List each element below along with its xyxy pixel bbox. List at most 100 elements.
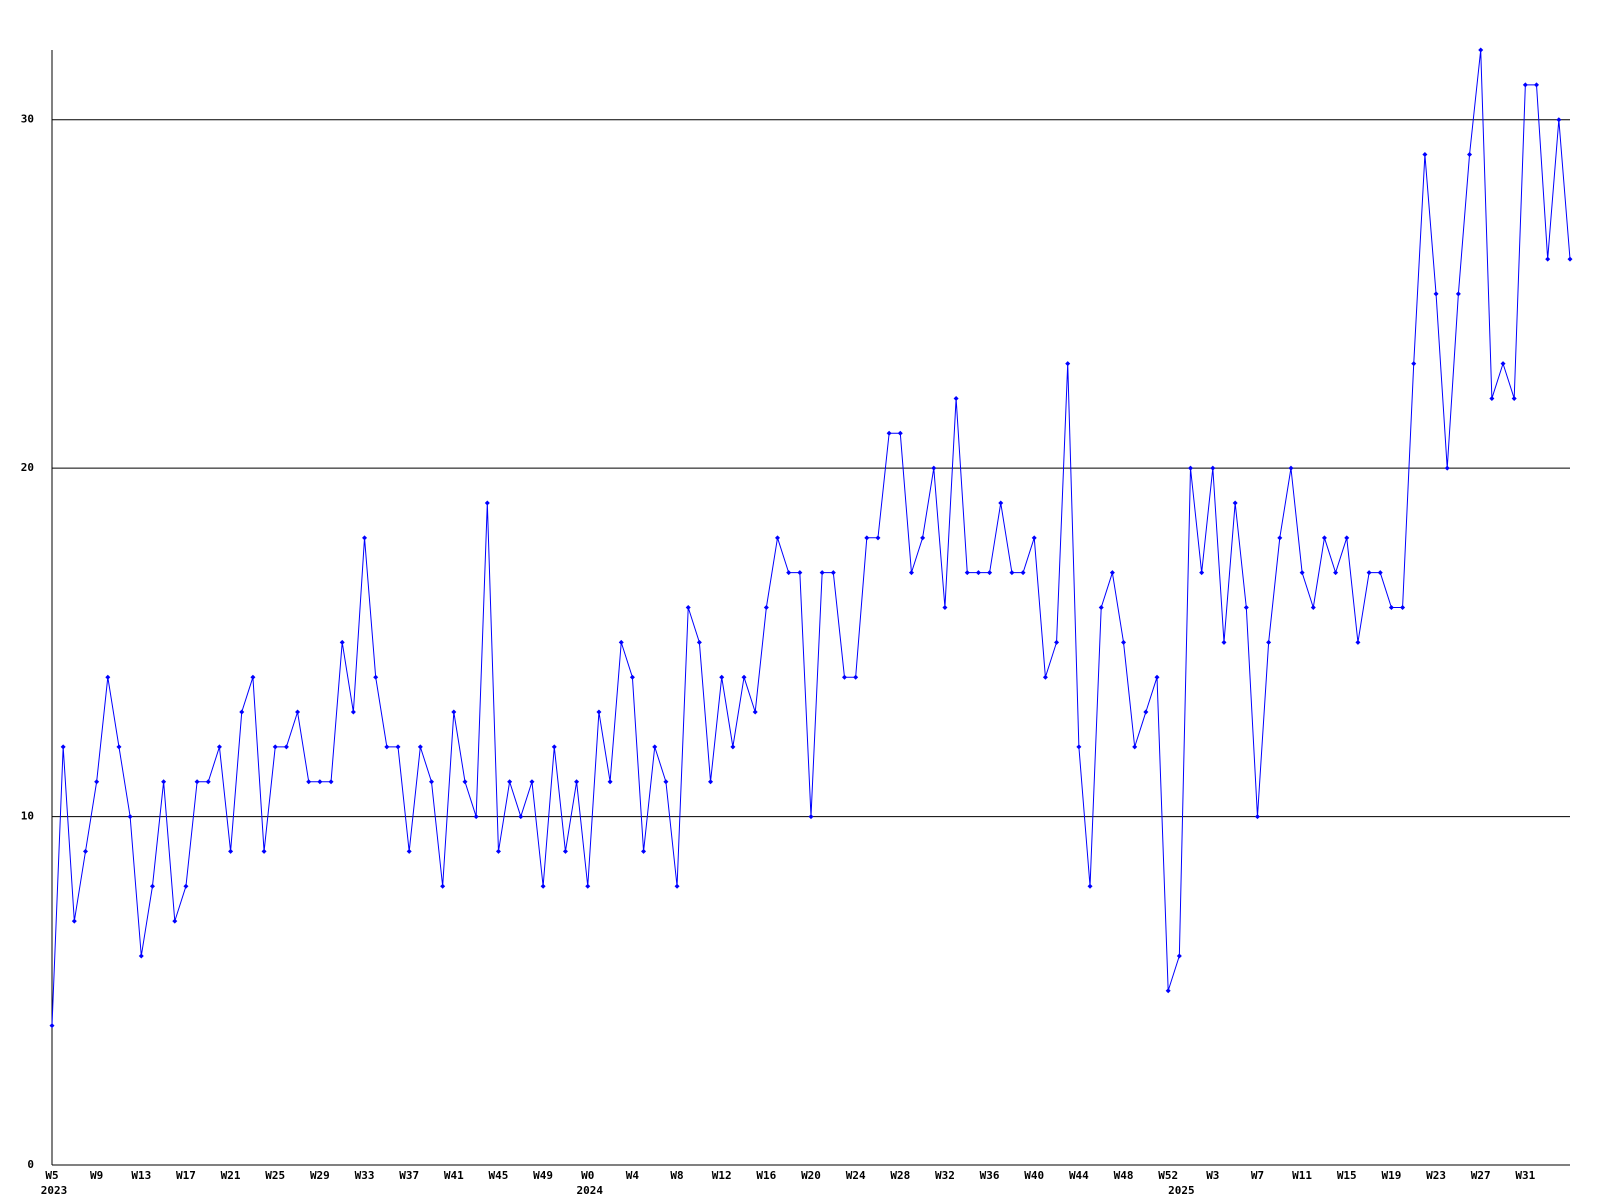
data-point xyxy=(484,500,490,506)
data-point xyxy=(1042,674,1048,680)
data-point xyxy=(194,779,200,785)
x-tick-label: W41 xyxy=(444,1169,464,1182)
x-tick-label: W8 xyxy=(670,1169,683,1182)
data-point xyxy=(172,918,178,924)
data-point xyxy=(216,744,222,750)
data-point xyxy=(317,779,323,785)
data-point xyxy=(94,779,100,785)
data-point xyxy=(495,848,501,854)
x-tick-label: W25 xyxy=(265,1169,285,1182)
data-point xyxy=(1455,291,1461,297)
data-point xyxy=(596,709,602,715)
data-point xyxy=(819,570,825,576)
x-tick-label: W15 xyxy=(1337,1169,1357,1182)
x-tick-label: W5 xyxy=(45,1169,58,1182)
data-point xyxy=(1310,605,1316,610)
data-point xyxy=(283,744,289,750)
data-point xyxy=(1478,47,1484,53)
x-tick-label: W3 xyxy=(1206,1169,1219,1182)
data-point xyxy=(786,570,792,576)
x-year-label: 2023 xyxy=(41,1184,68,1197)
data-point xyxy=(629,674,635,680)
data-point xyxy=(1121,639,1127,645)
data-point xyxy=(1109,570,1115,576)
data-point xyxy=(373,674,379,680)
data-point xyxy=(730,744,736,750)
data-point xyxy=(261,848,267,854)
data-point xyxy=(228,848,234,854)
data-line xyxy=(51,49,1571,1026)
data-point xyxy=(853,674,859,680)
y-tick-label: 20 xyxy=(21,461,34,474)
data-point xyxy=(82,848,88,854)
data-point xyxy=(1500,361,1506,367)
data-point xyxy=(473,814,479,820)
data-point xyxy=(1165,988,1171,994)
data-point xyxy=(1489,395,1495,401)
data-point xyxy=(417,744,423,750)
data-point xyxy=(1054,639,1060,645)
data-point xyxy=(708,779,714,785)
data-point xyxy=(1132,744,1138,750)
data-point xyxy=(830,570,836,576)
x-tick-label: W19 xyxy=(1381,1169,1401,1182)
data-point xyxy=(362,535,368,541)
data-point xyxy=(964,570,970,576)
data-point xyxy=(618,639,624,645)
data-point xyxy=(1567,256,1573,262)
y-tick-label: 30 xyxy=(21,113,34,126)
data-point xyxy=(1467,152,1473,158)
y-tick-label: 10 xyxy=(21,810,34,823)
x-tick-label: W27 xyxy=(1471,1169,1491,1182)
data-point xyxy=(529,779,535,785)
data-point xyxy=(1254,814,1260,820)
data-point xyxy=(763,605,769,610)
data-point xyxy=(696,639,702,645)
data-point xyxy=(451,709,457,715)
data-point xyxy=(339,639,345,645)
data-point xyxy=(841,674,847,680)
data-point xyxy=(975,570,981,576)
x-tick-label: W9 xyxy=(90,1169,103,1182)
data-point xyxy=(875,535,881,541)
data-point xyxy=(1556,117,1562,123)
data-point xyxy=(987,570,993,576)
data-point xyxy=(105,674,111,680)
data-point xyxy=(49,1023,55,1029)
x-tick-label: W48 xyxy=(1114,1169,1134,1182)
data-point xyxy=(808,814,814,820)
data-point xyxy=(1188,465,1193,471)
x-tick-label: W44 xyxy=(1069,1169,1089,1182)
data-point xyxy=(507,779,513,785)
data-point xyxy=(429,779,434,785)
data-point xyxy=(1076,744,1082,750)
data-point xyxy=(138,953,144,959)
data-point xyxy=(1210,465,1216,471)
data-point xyxy=(328,779,334,785)
x-year-label: 2025 xyxy=(1168,1184,1195,1197)
x-tick-label: W45 xyxy=(489,1169,509,1182)
x-tick-label: W29 xyxy=(310,1169,330,1182)
x-tick-label: W32 xyxy=(935,1169,955,1182)
data-point xyxy=(205,779,211,785)
data-point xyxy=(384,744,390,750)
data-point xyxy=(1221,639,1227,645)
data-point xyxy=(585,883,591,889)
data-point xyxy=(1288,465,1294,471)
data-point xyxy=(1433,291,1439,297)
data-point xyxy=(161,779,167,785)
x-tick-label: W37 xyxy=(399,1169,419,1182)
data-point xyxy=(562,848,568,854)
data-point xyxy=(674,883,680,889)
data-point xyxy=(395,744,401,750)
x-tick-label: W17 xyxy=(176,1169,196,1182)
data-point xyxy=(1344,535,1350,541)
data-point xyxy=(998,500,1004,506)
x-year-label: 2024 xyxy=(577,1184,604,1197)
data-point xyxy=(462,779,468,785)
data-point xyxy=(886,430,892,436)
data-point xyxy=(149,883,155,889)
x-tick-label: W13 xyxy=(131,1169,151,1182)
data-point xyxy=(1411,361,1417,367)
